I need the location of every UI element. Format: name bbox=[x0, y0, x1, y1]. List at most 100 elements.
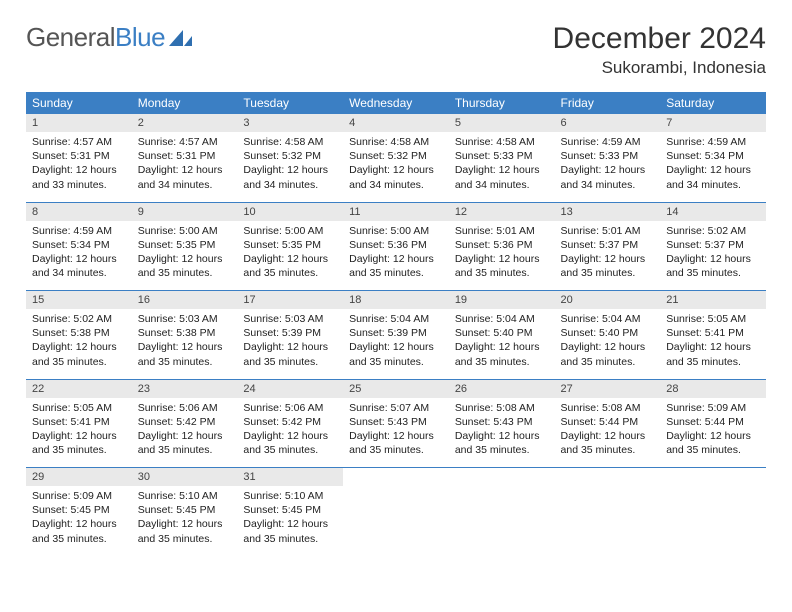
day-number-cell bbox=[343, 468, 449, 487]
day-detail-cell bbox=[449, 486, 555, 556]
daylight-line: Daylight: 12 hours and 35 minutes. bbox=[32, 517, 126, 545]
sunset-line: Sunset: 5:45 PM bbox=[138, 503, 232, 517]
daylight-line: Daylight: 12 hours and 34 minutes. bbox=[349, 163, 443, 191]
day-detail-cell bbox=[343, 486, 449, 556]
sunrise-line: Sunrise: 4:59 AM bbox=[666, 135, 760, 149]
calendar-table: Sunday Monday Tuesday Wednesday Thursday… bbox=[26, 92, 766, 556]
detail-row: Sunrise: 5:05 AMSunset: 5:41 PMDaylight:… bbox=[26, 398, 766, 468]
daylight-line: Daylight: 12 hours and 35 minutes. bbox=[349, 429, 443, 457]
sunset-line: Sunset: 5:32 PM bbox=[349, 149, 443, 163]
daylight-line: Daylight: 12 hours and 34 minutes. bbox=[561, 163, 655, 191]
detail-row: Sunrise: 5:02 AMSunset: 5:38 PMDaylight:… bbox=[26, 309, 766, 379]
day-detail-cell: Sunrise: 5:00 AMSunset: 5:35 PMDaylight:… bbox=[237, 221, 343, 291]
day-detail-cell: Sunrise: 5:03 AMSunset: 5:38 PMDaylight:… bbox=[132, 309, 238, 379]
daylight-line: Daylight: 12 hours and 33 minutes. bbox=[32, 163, 126, 191]
sunset-line: Sunset: 5:34 PM bbox=[666, 149, 760, 163]
daylight-line: Daylight: 12 hours and 35 minutes. bbox=[138, 517, 232, 545]
sunset-line: Sunset: 5:33 PM bbox=[561, 149, 655, 163]
sunrise-line: Sunrise: 5:03 AM bbox=[138, 312, 232, 326]
sunrise-line: Sunrise: 4:58 AM bbox=[455, 135, 549, 149]
day-detail-cell: Sunrise: 5:01 AMSunset: 5:36 PMDaylight:… bbox=[449, 221, 555, 291]
daylight-line: Daylight: 12 hours and 35 minutes. bbox=[666, 429, 760, 457]
daylight-line: Daylight: 12 hours and 35 minutes. bbox=[349, 252, 443, 280]
day-number-cell: 9 bbox=[132, 202, 238, 221]
daylight-line: Daylight: 12 hours and 35 minutes. bbox=[455, 340, 549, 368]
sunrise-line: Sunrise: 5:02 AM bbox=[666, 224, 760, 238]
sunrise-line: Sunrise: 4:57 AM bbox=[138, 135, 232, 149]
daylight-line: Daylight: 12 hours and 35 minutes. bbox=[561, 252, 655, 280]
sunrise-line: Sunrise: 5:07 AM bbox=[349, 401, 443, 415]
daylight-line: Daylight: 12 hours and 35 minutes. bbox=[349, 340, 443, 368]
logo-sail-icon bbox=[167, 28, 193, 48]
month-title: December 2024 bbox=[553, 22, 766, 56]
sunset-line: Sunset: 5:38 PM bbox=[138, 326, 232, 340]
sunset-line: Sunset: 5:31 PM bbox=[32, 149, 126, 163]
sunset-line: Sunset: 5:42 PM bbox=[138, 415, 232, 429]
day-number-cell: 6 bbox=[555, 114, 661, 132]
sunrise-line: Sunrise: 5:01 AM bbox=[455, 224, 549, 238]
sunset-line: Sunset: 5:44 PM bbox=[666, 415, 760, 429]
day-number-cell: 13 bbox=[555, 202, 661, 221]
detail-row: Sunrise: 5:09 AMSunset: 5:45 PMDaylight:… bbox=[26, 486, 766, 556]
sunset-line: Sunset: 5:43 PM bbox=[349, 415, 443, 429]
sunrise-line: Sunrise: 5:00 AM bbox=[349, 224, 443, 238]
sunset-line: Sunset: 5:42 PM bbox=[243, 415, 337, 429]
sunset-line: Sunset: 5:33 PM bbox=[455, 149, 549, 163]
daylight-line: Daylight: 12 hours and 34 minutes. bbox=[138, 163, 232, 191]
daylight-line: Daylight: 12 hours and 35 minutes. bbox=[32, 429, 126, 457]
day-detail-cell: Sunrise: 5:07 AMSunset: 5:43 PMDaylight:… bbox=[343, 398, 449, 468]
sunset-line: Sunset: 5:40 PM bbox=[455, 326, 549, 340]
sunrise-line: Sunrise: 5:06 AM bbox=[138, 401, 232, 415]
weekday-header: Tuesday bbox=[237, 92, 343, 114]
day-detail-cell: Sunrise: 5:08 AMSunset: 5:44 PMDaylight:… bbox=[555, 398, 661, 468]
day-number-cell: 28 bbox=[660, 379, 766, 398]
day-number-cell: 5 bbox=[449, 114, 555, 132]
sunset-line: Sunset: 5:39 PM bbox=[243, 326, 337, 340]
day-number-cell: 16 bbox=[132, 291, 238, 310]
weekday-header: Saturday bbox=[660, 92, 766, 114]
day-number-cell: 15 bbox=[26, 291, 132, 310]
daylight-line: Daylight: 12 hours and 35 minutes. bbox=[243, 517, 337, 545]
day-detail-cell: Sunrise: 5:10 AMSunset: 5:45 PMDaylight:… bbox=[237, 486, 343, 556]
day-number-cell: 25 bbox=[343, 379, 449, 398]
detail-row: Sunrise: 4:57 AMSunset: 5:31 PMDaylight:… bbox=[26, 132, 766, 202]
day-number-cell bbox=[660, 468, 766, 487]
daylight-line: Daylight: 12 hours and 35 minutes. bbox=[455, 429, 549, 457]
sunset-line: Sunset: 5:41 PM bbox=[32, 415, 126, 429]
daylight-line: Daylight: 12 hours and 35 minutes. bbox=[243, 252, 337, 280]
daylight-line: Daylight: 12 hours and 35 minutes. bbox=[561, 340, 655, 368]
daylight-line: Daylight: 12 hours and 35 minutes. bbox=[455, 252, 549, 280]
sunrise-line: Sunrise: 5:09 AM bbox=[32, 489, 126, 503]
day-number-cell: 12 bbox=[449, 202, 555, 221]
daynum-row: 1234567 bbox=[26, 114, 766, 132]
sunrise-line: Sunrise: 5:01 AM bbox=[561, 224, 655, 238]
daylight-line: Daylight: 12 hours and 34 minutes. bbox=[243, 163, 337, 191]
day-detail-cell: Sunrise: 5:10 AMSunset: 5:45 PMDaylight:… bbox=[132, 486, 238, 556]
day-detail-cell: Sunrise: 5:05 AMSunset: 5:41 PMDaylight:… bbox=[26, 398, 132, 468]
day-number-cell: 8 bbox=[26, 202, 132, 221]
detail-row: Sunrise: 4:59 AMSunset: 5:34 PMDaylight:… bbox=[26, 221, 766, 291]
daylight-line: Daylight: 12 hours and 35 minutes. bbox=[666, 340, 760, 368]
sunset-line: Sunset: 5:41 PM bbox=[666, 326, 760, 340]
day-detail-cell: Sunrise: 5:06 AMSunset: 5:42 PMDaylight:… bbox=[132, 398, 238, 468]
day-number-cell: 24 bbox=[237, 379, 343, 398]
day-number-cell: 11 bbox=[343, 202, 449, 221]
day-number-cell: 29 bbox=[26, 468, 132, 487]
daylight-line: Daylight: 12 hours and 35 minutes. bbox=[243, 429, 337, 457]
sunrise-line: Sunrise: 5:10 AM bbox=[138, 489, 232, 503]
sunrise-line: Sunrise: 5:04 AM bbox=[455, 312, 549, 326]
day-detail-cell: Sunrise: 5:00 AMSunset: 5:36 PMDaylight:… bbox=[343, 221, 449, 291]
day-number-cell: 4 bbox=[343, 114, 449, 132]
sunrise-line: Sunrise: 5:03 AM bbox=[243, 312, 337, 326]
day-number-cell: 14 bbox=[660, 202, 766, 221]
sunset-line: Sunset: 5:37 PM bbox=[561, 238, 655, 252]
sunrise-line: Sunrise: 4:59 AM bbox=[561, 135, 655, 149]
day-detail-cell: Sunrise: 4:58 AMSunset: 5:33 PMDaylight:… bbox=[449, 132, 555, 202]
weekday-header: Wednesday bbox=[343, 92, 449, 114]
sunset-line: Sunset: 5:32 PM bbox=[243, 149, 337, 163]
day-detail-cell: Sunrise: 4:59 AMSunset: 5:33 PMDaylight:… bbox=[555, 132, 661, 202]
daynum-row: 891011121314 bbox=[26, 202, 766, 221]
daylight-line: Daylight: 12 hours and 35 minutes. bbox=[243, 340, 337, 368]
sunrise-line: Sunrise: 5:05 AM bbox=[32, 401, 126, 415]
day-number-cell: 2 bbox=[132, 114, 238, 132]
